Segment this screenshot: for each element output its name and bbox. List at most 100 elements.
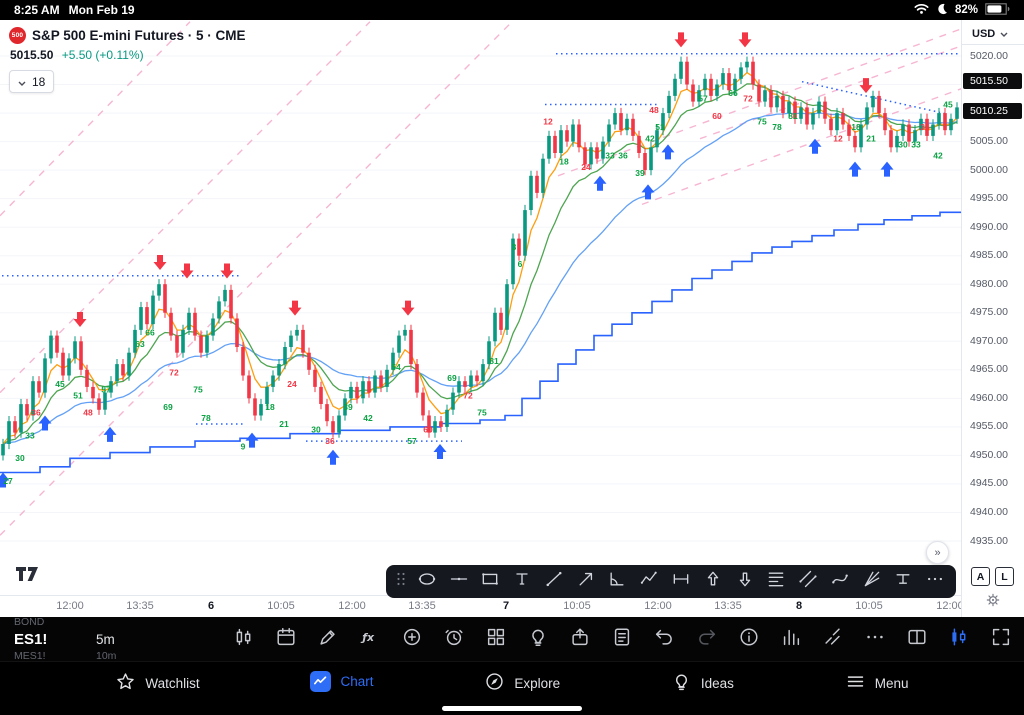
compare-button[interactable] [401, 626, 423, 653]
nav-explore[interactable]: Explore [484, 671, 560, 695]
time-label[interactable]: 10:05 [267, 600, 295, 612]
svg-text:72: 72 [743, 94, 753, 104]
templates-icon [485, 626, 507, 653]
home-indicator[interactable] [442, 706, 582, 711]
chart-area[interactable]: 27 30 33 36 45 51 48 57 63 66 69 72 75 78 9 18 21 24 30 36 3… [0, 20, 1024, 617]
curve-icon [830, 569, 850, 594]
gann-fan-tool-button[interactable] [856, 565, 888, 598]
price-axis[interactable]: USD 5020.00 5005.00 5000.00 4995.00 4990.00 4… [961, 20, 1024, 617]
drag-handle-tool-button[interactable] [391, 565, 411, 598]
alerts-button[interactable] [443, 626, 465, 653]
price-tick: 4950.00 [970, 448, 1008, 461]
nav-label: Chart [340, 674, 374, 689]
screener-button[interactable] [822, 626, 844, 653]
explore-icon [484, 671, 505, 695]
time-label[interactable]: 8 [795, 600, 803, 612]
order-panel-button[interactable] [611, 626, 633, 653]
price-tick: 5005.00 [970, 135, 1008, 148]
time-label[interactable]: 6 [207, 600, 215, 612]
nav-menu[interactable]: Menu [845, 671, 909, 695]
angle-tool-button[interactable] [602, 565, 634, 598]
horizontal-line-tool-button[interactable] [443, 565, 475, 598]
time-label[interactable]: 7 [502, 600, 510, 612]
svg-text:33: 33 [911, 139, 921, 149]
symbol-title[interactable]: S&P 500 E-mini Futures · 5 · CME [32, 28, 246, 43]
more-tool-button[interactable] [919, 565, 951, 598]
battery-percent: 82% [954, 4, 978, 16]
chart-style-button[interactable] [233, 626, 255, 653]
layout-button[interactable] [906, 626, 928, 653]
picker-current-row[interactable]: ES1! 5m [14, 630, 205, 648]
status-time-date: 8:25 AM Mon Feb 19 [14, 3, 135, 17]
watchlist-icon [115, 671, 136, 695]
drawing-toolbar[interactable] [386, 565, 956, 598]
indicators-button[interactable]: ƒx [359, 626, 381, 653]
ideas-icon [527, 626, 549, 653]
undo-button[interactable] [653, 626, 675, 653]
picker-prev-row: BOND [14, 617, 205, 628]
currency-selector[interactable]: USD [962, 23, 1024, 45]
svg-text:ƒx: ƒx [360, 631, 375, 644]
arrow-up-tool-button[interactable] [697, 565, 729, 598]
buy-arrow-icon [103, 426, 117, 442]
templates-button[interactable] [485, 626, 507, 653]
arrow-down-tool-button[interactable] [729, 565, 761, 598]
fullscreen-button[interactable] [990, 626, 1012, 653]
symbol-interval-picker[interactable]: BOND ES1! 5m MES1! 10m [0, 617, 205, 661]
ideas-button[interactable] [527, 626, 549, 653]
curve-tool-button[interactable] [824, 565, 856, 598]
tradingview-logo[interactable] [16, 567, 38, 586]
more-icon [925, 569, 945, 594]
time-label[interactable]: 13:35 [714, 600, 742, 612]
rectangle-tool-button[interactable] [475, 565, 507, 598]
time-label[interactable]: 10:05 [855, 600, 883, 612]
text-tool-button[interactable] [506, 565, 538, 598]
fib-levels-tool-button[interactable] [760, 565, 792, 598]
share-button[interactable] [569, 626, 591, 653]
polyline-tool-button[interactable] [633, 565, 665, 598]
time-label[interactable]: 13:35 [126, 600, 154, 612]
arrow-tool-button[interactable] [570, 565, 602, 598]
price-chart[interactable]: 2730333645514857636669727578918212430363… [0, 20, 962, 597]
stats-button[interactable] [780, 626, 802, 653]
svg-text:21: 21 [866, 134, 876, 144]
svg-text:45: 45 [55, 379, 65, 389]
object-tree-chip[interactable]: 18 [9, 70, 55, 93]
channel-tool-button[interactable] [792, 565, 824, 598]
svg-text:45: 45 [943, 99, 953, 109]
svg-text:30: 30 [15, 453, 25, 463]
current-interval[interactable]: 5m [96, 631, 115, 647]
time-label[interactable]: 10:05 [563, 600, 591, 612]
position-tool-button[interactable] [887, 565, 919, 598]
buy-arrow-icon [848, 161, 862, 177]
time-label[interactable]: 12:00 [338, 600, 366, 612]
svg-text:81: 81 [489, 356, 499, 366]
nav-watchlist[interactable]: Watchlist [115, 671, 200, 695]
bar-replay-button[interactable] [275, 626, 297, 653]
status-time: 8:25 AM [14, 3, 60, 17]
nav-chart[interactable]: Chart [310, 671, 374, 692]
gear-icon[interactable] [985, 592, 1001, 613]
time-axis[interactable]: 12:00 13:35 6 10:05 12:00 13:35 7 10:05 12:00 13:… [0, 595, 962, 617]
brush-tool-button[interactable] [411, 565, 443, 598]
measure-tool-button[interactable] [665, 565, 697, 598]
auto-scale-button[interactable]: A [971, 567, 990, 586]
trendline-tool-button[interactable] [538, 565, 570, 598]
more-button[interactable] [864, 626, 886, 653]
current-symbol[interactable]: ES1! [14, 630, 48, 648]
time-label[interactable]: 13:35 [408, 600, 436, 612]
svg-text:78: 78 [772, 122, 782, 132]
info-button[interactable] [738, 626, 760, 653]
order-panel-icon [611, 626, 633, 653]
trading-panel-button[interactable] [948, 626, 970, 653]
time-label[interactable]: 12:00 [56, 600, 84, 612]
time-label[interactable]: 12:00 [936, 600, 962, 612]
redo-button[interactable] [696, 626, 718, 653]
nav-ideas[interactable]: Ideas [671, 671, 734, 695]
price-tick: 4960.00 [970, 391, 1008, 404]
expand-toolbar-button[interactable]: » [926, 541, 949, 564]
draw-button[interactable] [317, 626, 339, 653]
time-label[interactable]: 12:00 [644, 600, 672, 612]
log-scale-button[interactable]: L [995, 567, 1014, 586]
symbol-header[interactable]: 500 S&P 500 E-mini Futures · 5 · CME 501… [9, 27, 246, 93]
